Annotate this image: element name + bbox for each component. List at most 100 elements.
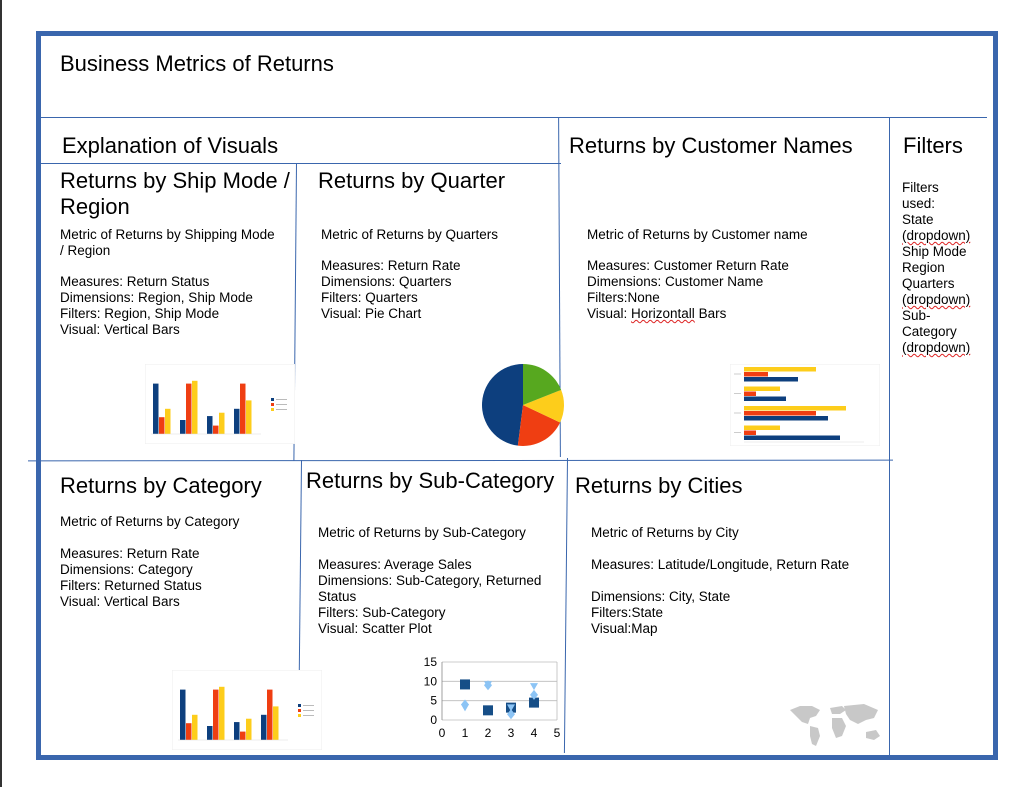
customer-visual: Visual: Horizontall Bars <box>587 306 726 322</box>
bar <box>267 689 273 740</box>
scatter-point-diamond <box>507 709 515 720</box>
x-tick-label: 3 <box>508 726 515 740</box>
bar <box>744 430 756 435</box>
filter-item: Ship Mode <box>902 244 982 260</box>
y-tick-label: 15 <box>424 655 438 669</box>
dashboard-frame <box>36 31 998 760</box>
bar <box>246 718 252 740</box>
bar <box>273 706 279 740</box>
x-tick-label: 0 <box>439 726 446 740</box>
bar <box>219 412 225 434</box>
filter-item: Quarters (dropdown) <box>902 276 982 308</box>
x-tick-label: 4 <box>531 726 538 740</box>
pie-slice <box>517 405 561 446</box>
customer-filters: Filters:None <box>587 290 660 305</box>
customer-metric: Metric of Returns by Customer name <box>587 227 808 242</box>
customer-hbar-chart <box>730 364 880 446</box>
quarter-visual: Visual: Pie Chart <box>321 306 422 321</box>
pie-slice <box>523 389 564 423</box>
bar <box>261 714 267 740</box>
customer-measures: Measures: Customer Return Rate <box>587 258 789 273</box>
cities-measures: Measures: Latitude/Longitude, Return Rat… <box>591 557 850 572</box>
bar <box>744 391 756 396</box>
bar <box>744 425 780 430</box>
subcategory-scatter-chart: 0 5 10 15 0 1 2 3 4 5 <box>424 655 561 740</box>
filter-item: Region <box>902 260 982 276</box>
bar <box>153 383 159 434</box>
filters-heading: Filters <box>903 133 963 158</box>
subcategory-measures: Measures: Average Sales <box>318 557 472 572</box>
filters-intro: Filters used: <box>902 180 939 211</box>
scatter-point-triangle <box>484 681 492 689</box>
bar <box>744 377 798 382</box>
ship-mode-visual: Visual: Vertical Bars <box>60 322 180 337</box>
legend-swatch <box>298 704 301 707</box>
y-tick-label: 5 <box>430 694 437 708</box>
filter-item-note: (dropdown) <box>902 340 971 355</box>
x-tick-label: 2 <box>485 726 492 740</box>
quarter-filters: Filters: Quarters <box>321 290 418 305</box>
bar <box>192 714 198 740</box>
ship-mode-bar-chart <box>145 364 295 444</box>
bar <box>744 386 780 391</box>
bar <box>744 435 840 440</box>
legend-swatch <box>298 709 301 712</box>
bar <box>234 408 240 434</box>
category-bar-chart <box>172 670 322 750</box>
bar <box>744 367 816 372</box>
category-heading: Returns by Category <box>60 473 262 498</box>
filter-item: State (dropdown) <box>902 212 982 244</box>
legend-swatch <box>298 714 301 717</box>
y-tick-label: 0 <box>430 713 437 727</box>
pie-slice <box>523 364 562 405</box>
customer-visual-prefix: Visual: <box>587 306 632 321</box>
left-edge-bar <box>0 0 2 787</box>
scatter-point-triangle <box>507 704 515 712</box>
filter-item: Sub-Category (dropdown) <box>902 308 982 356</box>
bar <box>192 380 198 434</box>
bar <box>240 383 246 434</box>
bar <box>246 400 252 434</box>
subcategory-heading: Returns by Sub-Category <box>306 468 555 493</box>
quarter-pie-chart <box>481 364 564 446</box>
filter-item-label: State <box>902 212 934 227</box>
ship-mode-metric: Metric of Returns by Shipping Mode / Reg… <box>60 227 275 258</box>
bar <box>186 383 192 434</box>
subcategory-dimensions: Dimensions: Sub-Category, Returned Statu… <box>318 573 542 604</box>
ship-mode-heading: Returns by Ship Mode / Region <box>60 168 290 219</box>
scatter-point-square <box>460 679 470 690</box>
scatter-point-triangle <box>530 683 538 691</box>
ship-mode-filters: Filters: Region, Ship Mode <box>60 306 220 321</box>
filters-divider <box>889 117 890 755</box>
subcategory-visual: Visual: Scatter Plot <box>318 621 432 636</box>
scatter-point-triangle <box>461 704 469 712</box>
category-filters: Filters: Returned Status <box>60 578 202 593</box>
scatter-point-square <box>483 705 493 716</box>
filter-item-note: (dropdown) <box>902 228 971 243</box>
scatter-point-square <box>529 697 539 708</box>
quarter-dimensions: Dimensions: Quarters <box>321 274 452 289</box>
bar <box>744 372 768 377</box>
bar <box>744 411 816 416</box>
scatter-point-diamond <box>530 689 538 700</box>
bar <box>219 686 225 740</box>
customer-heading: Returns by Customer Names <box>569 133 853 158</box>
world-map-icon <box>790 704 880 746</box>
category-dimensions: Dimensions: Category <box>60 562 193 577</box>
bar <box>207 416 213 434</box>
bar <box>186 723 192 740</box>
cities-metric: Metric of Returns by City <box>591 525 739 540</box>
filter-item-label: Quarters <box>902 276 955 291</box>
filter-item-label: Ship Mode <box>902 244 967 259</box>
filter-item-label: Region <box>902 260 945 275</box>
pie-slice <box>481 364 523 446</box>
quarter-metric: Metric of Returns by Quarters <box>321 227 499 242</box>
ship-mode-dimensions: Dimensions: Region, Ship Mode <box>60 290 253 305</box>
bar <box>744 416 828 421</box>
ship-mode-measures: Measures: Return Status <box>60 274 210 289</box>
cities-heading: Returns by Cities <box>575 473 743 498</box>
quarter-measures: Measures: Return Rate <box>321 258 461 273</box>
bar <box>240 731 246 740</box>
category-visual: Visual: Vertical Bars <box>60 594 180 609</box>
bar <box>180 420 186 434</box>
